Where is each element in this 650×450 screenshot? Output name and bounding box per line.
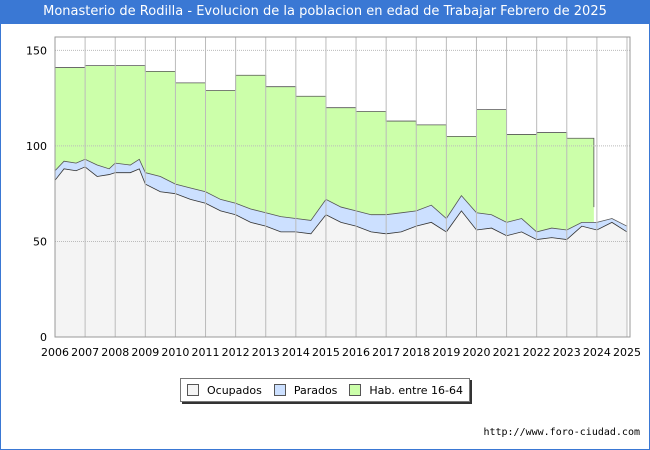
x-tick-label-5: 2011 [192, 346, 220, 359]
x-tick-label-16: 2022 [523, 346, 551, 359]
legend-swatch-parados [273, 384, 286, 396]
x-tick-label-10: 2016 [342, 346, 370, 359]
series-line-1 [54, 158, 628, 233]
y-tick-label-0: 0 [40, 331, 47, 344]
y-tick-label-2: 100 [26, 140, 47, 153]
plot-border [54, 36, 631, 338]
x-tick-label-14: 2020 [462, 346, 490, 359]
x-tick-label-12: 2018 [402, 346, 430, 359]
x-tick-label-7: 2013 [252, 346, 280, 359]
legend-label-parados: Parados [293, 383, 338, 397]
chart-legend: Ocupados Parados Hab. entre 16-64 [180, 378, 470, 402]
x-tick-label-9: 2015 [312, 346, 340, 359]
y-tick-label-3: 150 [26, 44, 47, 57]
x-tick-label-18: 2024 [583, 346, 611, 359]
legend-item-habitantes: Hab. entre 16-64 [349, 384, 463, 397]
x-tick-label-8: 2014 [282, 346, 310, 359]
legend-swatch-habitantes [349, 384, 362, 396]
x-tick-label-2: 2008 [101, 346, 129, 359]
y-tick-label-1: 50 [33, 235, 47, 248]
x-tick-label-13: 2019 [432, 346, 460, 359]
x-tick-label-15: 2021 [493, 346, 521, 359]
legend-swatch-ocupados [186, 384, 199, 396]
x-tick-label-17: 2023 [553, 346, 581, 359]
legend-label-ocupados: Ocupados [206, 383, 262, 397]
legend-item-parados: Parados [273, 383, 338, 397]
x-tick-label-11: 2017 [372, 346, 400, 359]
x-tick-label-1: 2007 [71, 346, 99, 359]
x-tick-label-0: 2006 [41, 346, 69, 359]
series-line-2 [54, 166, 628, 240]
source-url[interactable]: http://www.foro-ciudad.com [483, 427, 640, 438]
series-line-0 [55, 65, 595, 208]
legend-item-ocupados: Ocupados [186, 383, 262, 397]
x-tick-label-4: 2010 [161, 346, 189, 359]
x-tick-label-19: 2025 [613, 346, 641, 359]
x-tick-label-3: 2009 [131, 346, 159, 359]
x-tick-label-6: 2012 [222, 346, 250, 359]
legend-label-habitantes: Hab. entre 16-64 [369, 383, 463, 397]
series-area-2 [55, 166, 627, 337]
chart-title: Monasterio de Rodilla - Evolucion de la … [0, 0, 650, 24]
